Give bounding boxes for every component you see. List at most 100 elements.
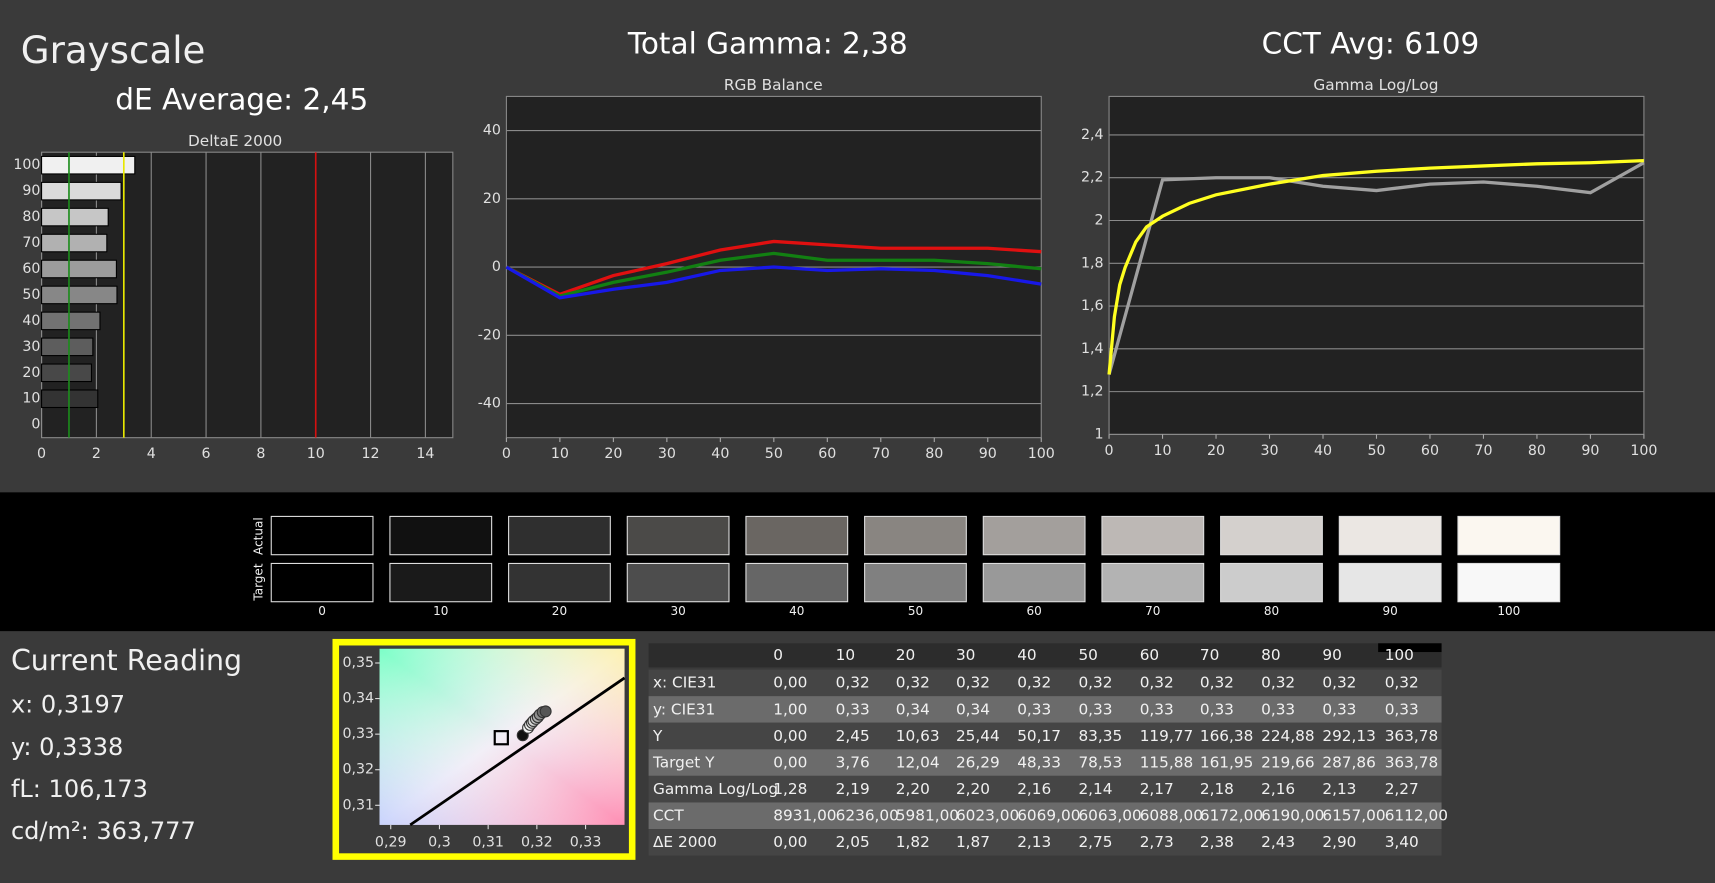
table-header: 70	[1200, 646, 1219, 664]
de-average: dE Average: 2,45	[115, 82, 368, 116]
table-row	[648, 722, 1442, 750]
x-tick-label: 0,31	[472, 834, 504, 850]
x-tick-label: 0,3	[428, 834, 451, 850]
x-tick-label: 90	[1581, 443, 1599, 459]
page-title: Grayscale	[21, 28, 206, 72]
y-tick-label: 10	[22, 391, 40, 407]
table-cell: 0,32	[896, 674, 930, 692]
table-cell: 0,32	[1385, 674, 1419, 692]
x-tick-label: 20	[604, 446, 622, 462]
table-cell: 26,29	[956, 753, 1000, 771]
measured-point	[539, 705, 552, 718]
swatch-label: 10	[433, 604, 448, 618]
table-cell: 5981,00	[896, 807, 959, 825]
x-tick-label: 0,32	[521, 834, 553, 850]
swatch-label: 50	[908, 604, 923, 618]
table-cell: 292,13	[1322, 727, 1376, 745]
table-header: 30	[956, 646, 975, 664]
table-cell: 2,14	[1078, 780, 1112, 798]
table-cell: 10,63	[896, 727, 940, 745]
swatch-label: 30	[670, 604, 685, 618]
total-gamma: Total Gamma: 2,38	[627, 27, 908, 61]
target-swatch	[389, 562, 493, 603]
table-cell: 166,38	[1200, 727, 1254, 745]
table-cell: 0,33	[1140, 700, 1174, 718]
table-cell: 6088,00	[1140, 807, 1203, 825]
table-header: 60	[1140, 646, 1159, 664]
reading-line: cd/m²: 363,777	[11, 817, 196, 845]
x-tick-label: 30	[658, 446, 676, 462]
target-swatch	[982, 562, 1086, 603]
swatch-label: 20	[552, 604, 567, 618]
target-swatch	[1101, 562, 1205, 603]
table-cell: 2,13	[1017, 833, 1051, 851]
table-cell: 0,32	[1078, 674, 1112, 692]
bar	[41, 259, 117, 279]
table-cell: 0,32	[1322, 674, 1356, 692]
x-tick-label: 0	[1105, 443, 1114, 459]
table-cell: 2,18	[1200, 780, 1234, 798]
y-tick-label: 60	[22, 261, 40, 277]
x-tick-label: 70	[1474, 443, 1492, 459]
y-tick-label: 1,2	[1081, 384, 1104, 400]
row-label: y: CIE31	[653, 700, 715, 718]
bar	[41, 233, 108, 253]
swatch-label: 40	[789, 604, 804, 618]
bar	[41, 155, 136, 175]
table-header: 100	[1385, 646, 1414, 664]
reading-line: y: 0,3338	[11, 733, 123, 761]
x-tick-label: 14	[416, 446, 434, 462]
x-tick-label: 0,33	[570, 834, 602, 850]
bar	[41, 181, 122, 201]
chart-title: DeltaE 2000	[188, 132, 282, 150]
plot-area	[1108, 95, 1645, 435]
x-tick-label: 80	[1528, 443, 1546, 459]
reading-line: fL: 106,173	[11, 775, 148, 803]
x-tick-label: 12	[362, 446, 380, 462]
y-tick-label: 20	[483, 191, 501, 207]
target-swatch	[1220, 562, 1323, 603]
row-label: CCT	[653, 807, 684, 825]
actual-swatch	[508, 515, 611, 556]
x-tick-label: 50	[1367, 443, 1385, 459]
table-cell: 8931,00	[773, 807, 836, 825]
y-tick-label: 40	[483, 123, 501, 139]
x-tick-label: 60	[1421, 443, 1439, 459]
x-tick-label: 70	[872, 446, 890, 462]
series-line	[505, 239, 1042, 297]
y-tick-label: 0,33	[342, 726, 374, 742]
y-tick-label: 80	[22, 209, 40, 225]
x-tick-label: 6	[202, 446, 211, 462]
table-header: 50	[1078, 646, 1097, 664]
y-tick-label: 100	[13, 157, 40, 173]
table-header: 40	[1017, 646, 1036, 664]
table-cell: 6112,00	[1385, 807, 1448, 825]
target-swatch	[626, 562, 730, 603]
target-point	[493, 730, 509, 746]
table-cell: 6157,00	[1322, 807, 1385, 825]
y-tick-label: 1,8	[1081, 255, 1104, 271]
table-cell: 2,45	[836, 727, 870, 745]
table-cell: 25,44	[956, 727, 1000, 745]
table-cell: 6023,00	[956, 807, 1019, 825]
swatch-row-label: Target	[252, 563, 266, 601]
y-tick-label: 1,4	[1081, 341, 1104, 357]
target-swatch	[1457, 562, 1561, 603]
bar	[41, 311, 101, 331]
target-swatch	[1338, 562, 1442, 603]
table-cell: 0,32	[1140, 674, 1174, 692]
table-cell: 2,05	[836, 833, 870, 851]
table-cell: 78,53	[1078, 753, 1122, 771]
table-cell: 12,04	[896, 753, 940, 771]
table-header: 10	[836, 646, 855, 664]
table-cell: 2,75	[1078, 833, 1112, 851]
table-cell: 2,20	[896, 780, 930, 798]
table-header-stripe	[1378, 643, 1442, 653]
table-cell: 2,16	[1261, 780, 1295, 798]
table-row	[648, 669, 1442, 697]
x-tick-label: 40	[1314, 443, 1332, 459]
y-tick-label: 0,31	[342, 797, 374, 813]
x-tick-label: 60	[818, 446, 836, 462]
row-label: Y	[652, 727, 663, 745]
actual-swatch	[389, 515, 493, 556]
